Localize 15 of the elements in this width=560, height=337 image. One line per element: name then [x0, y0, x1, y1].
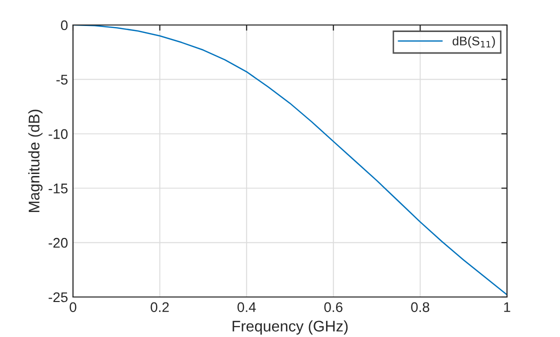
x-tick-label: 0 — [70, 302, 76, 312]
x-tick-label: 0.4 — [237, 302, 256, 312]
y-tick-label: 0 — [60, 20, 68, 30]
y-tick-label: -25 — [48, 292, 68, 302]
legend-label: dB(S$_{11}$) — [452, 36, 495, 48]
x-tick-label: 1 — [504, 302, 510, 312]
x-tick-label: 0.8 — [411, 302, 430, 312]
x-tick-label: 0.2 — [150, 302, 169, 312]
x-axis-title: Frequency (GHz) — [232, 320, 348, 335]
y-tick-label: -20 — [48, 238, 68, 248]
y-tick-label: -15 — [48, 184, 68, 194]
x-tick-label: 0.6 — [324, 302, 342, 312]
y-tick-label: -10 — [48, 129, 68, 139]
y-axis-title: Magnitude (dB) — [28, 110, 43, 212]
y-tick-label: -5 — [56, 74, 68, 85]
